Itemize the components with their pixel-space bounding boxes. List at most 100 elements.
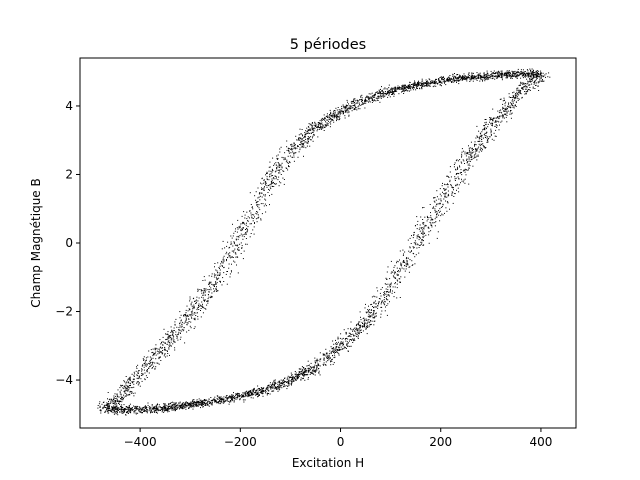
data-point	[294, 371, 296, 372]
data-point	[291, 382, 293, 384]
data-point	[260, 203, 262, 205]
data-point	[395, 89, 397, 91]
data-point	[366, 322, 368, 324]
data-point	[485, 121, 487, 123]
data-point	[384, 283, 386, 285]
data-point	[357, 108, 359, 110]
data-point	[484, 128, 485, 129]
data-point	[342, 341, 344, 343]
data-point	[479, 149, 481, 151]
data-point	[456, 159, 458, 161]
data-point	[333, 357, 335, 359]
data-point	[406, 257, 408, 259]
data-point	[407, 85, 409, 87]
data-point	[146, 377, 148, 378]
data-point	[230, 235, 232, 237]
data-point	[310, 139, 312, 141]
data-point	[519, 90, 521, 92]
data-point	[257, 204, 259, 206]
data-point	[161, 341, 162, 343]
data-point	[275, 170, 277, 172]
data-point	[148, 367, 150, 369]
data-point	[197, 318, 199, 320]
data-point	[223, 399, 225, 401]
data-point	[332, 363, 334, 365]
data-point	[517, 74, 519, 76]
data-point	[296, 139, 298, 141]
data-point	[363, 324, 365, 326]
data-point	[490, 134, 492, 136]
data-point	[333, 347, 335, 349]
data-point	[341, 338, 343, 340]
data-point	[493, 76, 495, 78]
data-point	[491, 119, 493, 120]
data-point	[328, 119, 330, 120]
data-point	[103, 406, 105, 408]
data-point	[356, 335, 357, 337]
data-point	[334, 352, 335, 354]
data-point	[220, 403, 222, 405]
data-point	[431, 82, 433, 84]
data-point	[510, 77, 512, 79]
data-point	[196, 401, 198, 403]
data-point	[315, 370, 317, 372]
data-point	[305, 368, 306, 370]
data-point	[495, 135, 497, 137]
data-point	[331, 119, 333, 121]
data-point	[142, 358, 144, 360]
data-point	[221, 397, 223, 399]
data-point	[315, 365, 317, 367]
data-point	[446, 201, 448, 203]
data-point	[172, 335, 174, 337]
data-point	[371, 309, 372, 311]
data-point	[446, 80, 448, 82]
data-point	[257, 197, 259, 199]
data-point	[440, 76, 442, 78]
data-point	[337, 107, 339, 108]
data-point	[322, 119, 323, 121]
data-point	[510, 117, 512, 119]
data-point	[398, 93, 400, 95]
data-point	[467, 161, 469, 162]
data-point	[325, 124, 327, 126]
data-point	[497, 110, 499, 112]
data-point	[360, 95, 362, 97]
data-point	[462, 77, 463, 78]
data-point	[358, 323, 359, 325]
data-point	[197, 300, 199, 302]
data-point	[248, 392, 250, 394]
data-point	[498, 118, 500, 120]
data-point	[259, 392, 261, 393]
data-point	[514, 105, 516, 106]
data-point	[508, 106, 510, 108]
data-point	[332, 113, 334, 115]
data-point	[210, 397, 212, 398]
data-point	[438, 198, 440, 200]
data-point	[503, 74, 505, 76]
data-point	[252, 394, 254, 396]
data-point	[364, 320, 366, 322]
data-point	[426, 220, 428, 222]
data-point	[341, 105, 343, 107]
data-point	[241, 235, 243, 237]
data-point	[260, 389, 262, 391]
data-point	[363, 317, 365, 319]
data-point	[151, 404, 153, 406]
data-point	[470, 79, 472, 81]
data-point	[264, 183, 266, 185]
data-point	[215, 281, 217, 283]
data-point	[421, 86, 423, 88]
data-point	[377, 307, 379, 309]
data-point	[469, 160, 471, 162]
data-point	[187, 310, 189, 312]
data-point	[355, 327, 357, 329]
data-point	[421, 240, 423, 242]
data-point	[284, 377, 285, 379]
data-point	[190, 314, 192, 315]
data-point	[179, 325, 181, 327]
data-point	[258, 207, 260, 209]
data-point	[217, 275, 219, 276]
data-point	[243, 394, 244, 396]
data-point	[192, 408, 194, 410]
data-point	[261, 192, 263, 194]
